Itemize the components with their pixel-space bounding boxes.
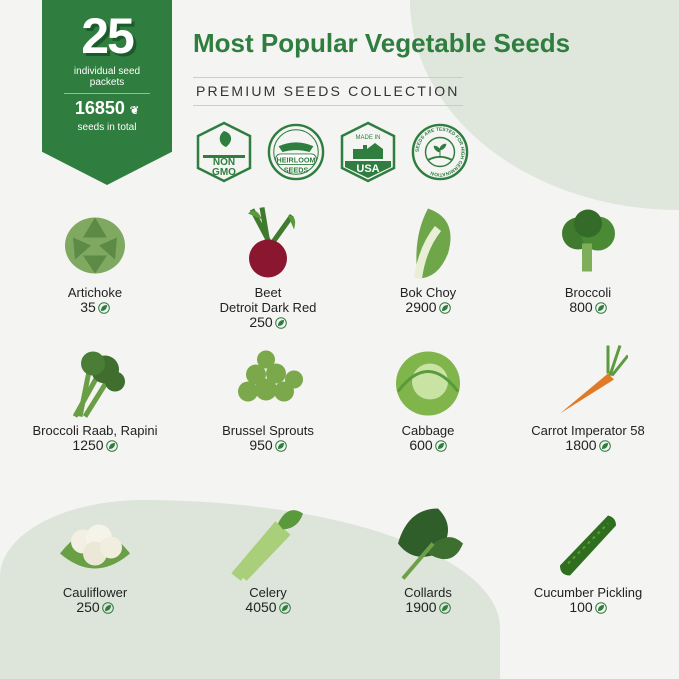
leaf-icon [438,301,451,314]
vegetable-item: Broccoli 800 [508,202,668,315]
page-title: Most Popular Vegetable Seeds [193,28,571,58]
seed-count-banner: 25 individual seed packets 16850 ❦ seeds… [42,0,172,185]
page-subtitle: PREMIUM SEEDS COLLECTION [193,77,463,106]
vegetable-name: Carrot Imperator 58 [531,423,645,438]
svg-text:HEIRLOOM: HEIRLOOM [276,156,315,165]
broccoli-raab-rapini-image [72,351,125,418]
vegetable-name: Brussel Sprouts [222,423,314,438]
vegetable-item: Celery 4050 [188,502,348,615]
seed-count-value: 800 [569,299,593,315]
vegetable-item: Brussel Sprouts 950 [188,340,348,453]
vegetable-item: Collards 1900 [348,502,508,615]
seeds-label: seeds in total [77,122,137,133]
vegetable-item: Cabbage 600 [348,340,508,453]
vegetable-name: Celery [249,585,287,600]
vegetable-item: Broccoli Raab, Rapini 1250 [15,340,175,453]
seed-count: 800 [569,299,607,315]
seed-count-value: 2900 [405,299,437,315]
svg-text:MADE IN: MADE IN [355,135,380,141]
seed-count-value: 1250 [72,437,104,453]
seed-count: 35 [80,300,110,315]
vegetable-item: Beet Detroit Dark Red 250 [188,202,348,330]
vegetable-name: Broccoli Raab, Rapini [32,423,158,438]
seed-count: 950 [249,437,287,453]
leaf-icon [434,439,447,452]
heirloom-badge: HEIRLOOM SEEDS [267,122,325,182]
seeds-total-value: 16850 [74,98,125,118]
svg-text:NON: NON [213,157,235,168]
germination-badge: SEEDS ARE TESTED FOR HIGH GERMINATION [411,122,469,182]
vegetable-item: Carrot Imperator 58 1800 [508,340,668,453]
seed-count: 1250 [72,437,118,453]
vegetable-name: Cabbage [401,423,455,438]
leaf-icon [105,439,118,452]
seed-count-value: 950 [249,437,273,453]
vegetable-name: Beet [254,285,282,300]
cucumber-pickling-image [560,515,616,576]
leaf-icon [97,301,110,314]
leaf-icon [274,316,287,329]
seed-count-value: 100 [569,599,593,615]
svg-text:USA: USA [356,163,379,175]
vegetable-name: Collards [404,585,452,600]
leaf-icon [101,601,114,614]
cabbage-image [396,351,460,416]
made-in-usa-badge: MADE IN USA [339,121,397,183]
seed-count: 1800 [565,437,611,453]
leaf-icon [594,601,607,614]
seed-count-value: 1800 [565,437,597,453]
seed-count: 250 [249,314,287,330]
svg-text:SEEDS: SEEDS [284,165,309,174]
leaf-icon [438,601,451,614]
broccoli-image [562,209,615,272]
seed-count: 100 [569,599,607,615]
artichoke-image [65,217,125,274]
leaf-icon [594,301,607,314]
seed-count-value: 35 [80,299,96,315]
beet-image [248,207,296,278]
seed-count-value: 250 [76,599,100,615]
seeds-total: 16850 ❦ [42,99,172,120]
vegetable-item: Bok Choy 2900 [348,202,508,315]
vegetable-name: Bok Choy [399,285,457,300]
leaf-icon: ❦ [129,105,140,117]
non-gmo-badge: NON GMO [195,121,253,183]
svg-text:GMO: GMO [212,167,236,178]
celery-image [231,510,303,581]
seed-count: 1900 [405,599,451,615]
seed-count-value: 1900 [405,599,437,615]
packet-label: individual seed packets [73,66,141,88]
vegetable-variety: Detroit Dark Red [219,300,317,315]
brussel-sprouts-image [238,350,303,402]
vegetable-name: Artichoke [67,285,123,300]
seed-count-value: 4050 [245,599,277,615]
leaf-icon [278,601,291,614]
vegetable-name: Cucumber Pickling [533,585,643,600]
seed-count-value: 250 [249,314,273,330]
vegetable-item: Artichoke 35 [15,202,175,315]
seed-count: 4050 [245,599,291,615]
vegetable-item: Cauliflower 250 [15,502,175,615]
badge-row: NON GMO HEIRLOOM SEEDS MADE IN USA SEEDS AR… [195,121,469,183]
packet-count: 25 [81,8,135,64]
seed-count: 2900 [405,299,451,315]
vegetable-item: Cucumber Pickling 100 [508,502,668,615]
cauliflower-image [60,524,130,569]
vegetable-name: Broccoli [564,285,612,300]
carrot-imperator--image [560,345,628,414]
leaf-icon [274,439,287,452]
vegetable-name: Cauliflower [62,585,128,600]
seed-count: 600 [409,437,447,453]
seed-count-value: 600 [409,437,433,453]
seed-count: 250 [76,599,114,615]
divider [64,93,150,94]
bok-choy-image [414,208,451,280]
collards-image [398,508,463,580]
leaf-icon [598,439,611,452]
